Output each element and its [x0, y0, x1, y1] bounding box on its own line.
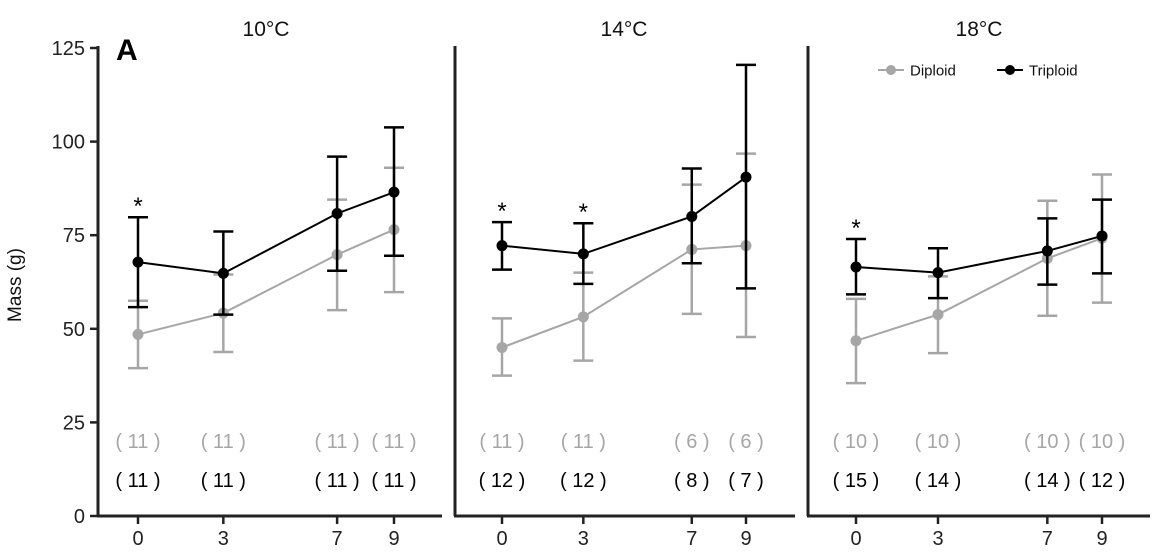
panel-title: 14°C — [601, 18, 648, 41]
sample-size-label: ( 15 ) — [833, 470, 880, 492]
data-point — [132, 256, 144, 268]
panel-letter: A — [116, 34, 138, 67]
x-tick-label: 7 — [1042, 528, 1053, 550]
series-triploid: ( 11 ) ( 11 ) ( 11 ) ( 11 ) — [115, 126, 417, 492]
y-tick-label: 25 — [63, 412, 85, 434]
significance-marker: * — [497, 198, 506, 225]
y-tick-label: 75 — [63, 225, 85, 247]
legend-label: Diploid — [910, 63, 956, 80]
data-point — [217, 267, 229, 279]
panel-2: 0 3 7 918°C( 10 )( 10 )( 10 )( 10 )( 15 )( … — [806, 18, 1150, 550]
legend-marker — [886, 65, 896, 75]
series-line — [137, 191, 395, 275]
sample-size-label: ( 6 ) — [674, 431, 710, 453]
x-tick-label: 3 — [218, 528, 229, 550]
sample-size-label: ( 11 ) — [115, 431, 160, 453]
x-tick-label: 3 — [578, 528, 589, 550]
x-tick-label: 0 — [850, 528, 861, 550]
sample-size-label: ( 8 ) — [674, 470, 710, 492]
x-tick-label: 9 — [1096, 528, 1107, 550]
data-point — [1096, 230, 1108, 242]
series-diploid: ( 11 ) ( 11 ) ( 6 ) ( 6 ) — [479, 152, 764, 453]
data-point — [132, 328, 144, 340]
sample-size-label: ( 11 ) — [315, 431, 360, 453]
data-point — [388, 186, 400, 198]
sample-size-label: ( 6 ) — [728, 431, 764, 453]
series-line — [501, 244, 747, 349]
data-point — [740, 171, 752, 183]
x-tick-label: 7 — [686, 528, 697, 550]
y-tick-label: 50 — [63, 319, 85, 341]
sample-size-label: ( 12 ) — [560, 470, 607, 492]
sample-size-label: ( 12 ) — [479, 470, 526, 492]
data-point — [850, 335, 862, 347]
x-tick-label: 0 — [132, 528, 143, 550]
series-line — [855, 237, 1103, 342]
legend-item-diploid: Diploid — [878, 63, 956, 80]
sample-size-label: ( 10 ) — [833, 431, 880, 453]
sample-size-label: ( 11 ) — [561, 431, 606, 453]
series-line — [137, 228, 395, 336]
sample-size-label: ( 11 ) — [201, 431, 246, 453]
legend-item-triploid: Triploid — [997, 63, 1078, 80]
sample-size-label: ( 14 ) — [915, 470, 962, 492]
significance-marker: * — [579, 199, 588, 226]
data-point — [577, 311, 589, 323]
series-line — [501, 176, 747, 255]
y-tick-label: 100 — [52, 132, 85, 154]
legend: Diploid Triploid — [878, 63, 1078, 80]
sample-size-label: ( 10 ) — [1079, 431, 1126, 453]
series-diploid: ( 11 ) ( 11 ) ( 11 ) ( 11 ) — [115, 166, 417, 453]
data-point — [932, 267, 944, 279]
data-point — [932, 309, 944, 321]
series-triploid: ( 12 ) ( 12 ) ( 8 ) ( 7 ) — [479, 63, 764, 492]
data-point — [496, 342, 508, 354]
data-point — [496, 240, 508, 252]
significance-marker: * — [851, 215, 860, 242]
sample-size-label: ( 12 ) — [1079, 470, 1126, 492]
sample-size-label: ( 11 ) — [315, 470, 360, 492]
series-diploid: ( 10 ) ( 10 ) ( 10 ) ( 10 ) — [833, 173, 1126, 453]
data-point — [850, 261, 862, 273]
panel-title: 10°C — [243, 18, 290, 41]
series-line — [855, 234, 1103, 274]
x-tick-label: 9 — [740, 528, 751, 550]
legend-label: Triploid — [1029, 63, 1078, 80]
legend-marker — [1005, 65, 1015, 75]
y-axis-label: Mass (g) — [5, 248, 26, 322]
y-tick-label: 0 — [74, 506, 85, 528]
data-point — [686, 210, 698, 222]
sample-size-label: ( 11 ) — [371, 431, 416, 453]
series-triploid: ( 15 ) ( 14 ) ( 14 ) ( 12 ) — [833, 198, 1126, 492]
x-tick-label: 0 — [496, 528, 507, 550]
significance-marker: * — [133, 193, 142, 220]
sample-size-label: ( 10 ) — [915, 431, 962, 453]
data-point — [1041, 245, 1053, 257]
panel-title: 18°C — [956, 18, 1003, 41]
x-tick-label: 3 — [932, 528, 943, 550]
y-tick-label: 125 — [52, 38, 85, 60]
sample-size-label: ( 11 ) — [115, 470, 160, 492]
sample-size-label: ( 7 ) — [728, 470, 764, 492]
x-tick-label: 9 — [388, 528, 399, 550]
sample-size-label: ( 14 ) — [1024, 470, 1071, 492]
data-point — [331, 207, 343, 219]
sample-size-label: ( 10 ) — [1024, 431, 1071, 453]
sample-size-label: ( 11 ) — [371, 470, 416, 492]
data-point — [577, 248, 589, 260]
panel-1: 0 3 7 914°C( 11 )( 11 )( 6 )( 6 )( 12 )( 12… — [453, 18, 795, 550]
sample-size-label: ( 11 ) — [201, 470, 246, 492]
sample-size-label: ( 11 ) — [479, 431, 524, 453]
x-tick-label: 7 — [332, 528, 343, 550]
